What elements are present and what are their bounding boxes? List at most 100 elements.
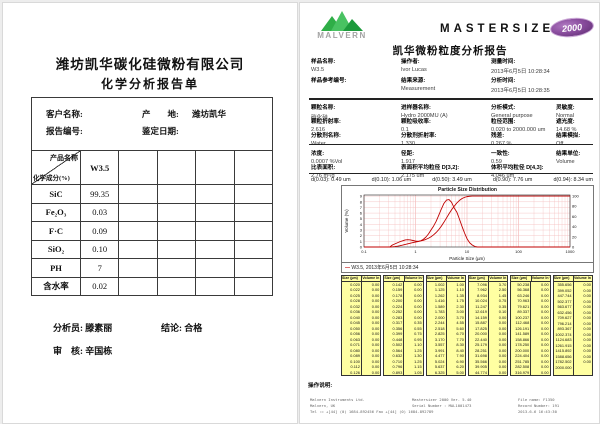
empty-value-cell [233, 221, 272, 240]
field-label: 测量时间: [491, 59, 516, 65]
field-value: 0.0007 %Vol [311, 158, 343, 165]
volume-cell: 4.55 [456, 320, 464, 325]
table-row: 0.224 0.00 [384, 303, 422, 309]
table-row: 112.468 0.00 [511, 320, 549, 326]
size-cell: 3.991 [427, 347, 447, 353]
volume-cell: 0.00 [541, 303, 549, 309]
volume-cell: 0.00 [498, 369, 507, 375]
conclusion-line: 结论: 合格 [161, 321, 202, 334]
field-label: 颗粒吸收率: [401, 119, 431, 125]
size-cell: 5.637 [427, 364, 447, 370]
component-label-cell: SiO₂ [32, 239, 80, 259]
volume-cell: 0.35 [498, 303, 507, 309]
table-row: 200.000 0.00 [511, 347, 549, 353]
size-cell: 4.477 [427, 353, 447, 359]
y-axis-tick-right: 40 [572, 224, 577, 229]
table-row: 35.566 0.00 [469, 358, 507, 364]
table-row: 3.557 8.30 [427, 342, 465, 348]
field-label: 结果单位: [556, 151, 581, 157]
volume-cell: 1.10 [456, 287, 464, 292]
volume-cell: 0.55 [414, 325, 422, 331]
table-row: 5.024 6.90 [427, 358, 465, 364]
volume-cell: 0.00 [371, 303, 380, 309]
volume-cell: 2.50 [498, 287, 507, 292]
volume-cell [574, 370, 592, 375]
table-row: 0.356 0.55 [384, 325, 422, 331]
size-cell: 399.052 [554, 287, 574, 294]
table-row: 2000.000 [554, 364, 592, 371]
table-row: 282.508 0.00 [511, 364, 549, 370]
mastersizer-2000-badge: 2000 [549, 15, 595, 40]
empty-value-cell [156, 184, 196, 203]
volume-cell: 0.00 [498, 325, 507, 331]
y-axis-tick-left: 9 [360, 194, 363, 199]
field-label: 表面积平均粒径 D[3,2]: [401, 165, 460, 171]
size-cell: 709.627 [554, 315, 574, 321]
size-cell: 0.040 [342, 314, 362, 320]
volume-cell: 1.75 [456, 298, 464, 303]
chemical-analysis-table: 客户名称: 产 地: 潍坊凯华 报告编号: 鉴定日期: 产品名称 化学成分(%) W… [31, 97, 273, 296]
field-label: 遮光度: [556, 119, 575, 125]
volume-cell: 0.00 [583, 320, 591, 326]
table-row: 0.045 0.00 [342, 320, 380, 326]
size-cell: 44.774 [469, 369, 489, 375]
size-cell: 1.125 [427, 287, 447, 293]
customer-label: 客户名称: [46, 109, 83, 119]
table-row: 89.337 0.00 [511, 309, 549, 315]
volume-cell: 0.00 [583, 326, 591, 332]
table-row: 0.710 1.25 [384, 358, 422, 364]
size-cell: 0.893 [384, 369, 405, 375]
volume-cell: 0.00 [371, 369, 380, 375]
y-axis-tick-left: 6 [360, 211, 363, 216]
table-row: 0.502 1.10 [384, 342, 422, 348]
volume-cell: 6.90 [456, 358, 464, 364]
volume-cell: 0.00 [583, 342, 591, 348]
d-value: d(0.50): 3.49 um [432, 177, 472, 183]
field-label: 颗粒名称: [311, 105, 336, 111]
report-no-label: 报告编号: [46, 126, 83, 136]
size-cell: 0.126 [342, 369, 362, 375]
volume-cell: 0.00 [583, 298, 591, 304]
size-cell: 15.887 [469, 320, 489, 326]
volume-header-cell: Volume In % [531, 276, 550, 280]
table-row: 12.619 0.10 [469, 309, 507, 315]
volume-cell: 0.00 [541, 325, 549, 331]
conclusion-value: 合格 [184, 323, 203, 333]
size-cell: 0.142 [384, 281, 405, 287]
reviewer-line: 审 核: 辛国栋 [53, 344, 112, 357]
size-cell: 79.621 [511, 303, 532, 309]
table-row: 79.621 0.00 [511, 303, 549, 309]
volume-cell: 6.70 [456, 331, 464, 336]
footer-line: Record Number: 191 [518, 403, 560, 409]
size-table-header: Size (µm)Volume In % [426, 276, 465, 282]
y-axis-tick-left: 5 [360, 216, 363, 221]
field-value: General purpose [491, 112, 533, 119]
table-row: 4.477 7.90 [427, 353, 465, 359]
size-cell: 563.677 [554, 304, 574, 310]
empty-value-cell [118, 184, 157, 203]
volume-cell: 0.00 [371, 298, 380, 303]
volume-cell: 0.00 [498, 320, 507, 325]
field-label: 粒径范围: [491, 119, 516, 125]
size-cell: 0.028 [342, 298, 362, 304]
empty-value-cell [195, 239, 234, 258]
component-value-cell: 0.02 [80, 276, 119, 295]
field-径距: 径距: 1.917 [401, 149, 415, 165]
report-title: 化学分析报告单 [100, 77, 199, 91]
field-label: 分析模式: [491, 105, 516, 111]
empty-value-cell [195, 221, 234, 240]
field-value: 1.917 [401, 158, 415, 165]
size-cell: 0.356 [384, 325, 405, 331]
table-row: 399.052 0.00 [554, 287, 592, 294]
size-cell: 0.252 [384, 309, 405, 315]
empty-value-cell [233, 239, 272, 258]
x-axis-tick: 1 [414, 249, 417, 254]
x-axis-tick: 0.1 [361, 249, 367, 254]
size-cell: 5.024 [427, 358, 447, 364]
volume-cell: 0.00 [371, 292, 380, 298]
volume-cell: 0.00 [498, 364, 507, 369]
volume-cell: 5.60 [456, 325, 464, 331]
volume-cell: 0.00 [583, 331, 591, 337]
volume-cell: 0.00 [371, 342, 380, 347]
size-table-header: Size (µm)Volume In % [342, 276, 381, 282]
